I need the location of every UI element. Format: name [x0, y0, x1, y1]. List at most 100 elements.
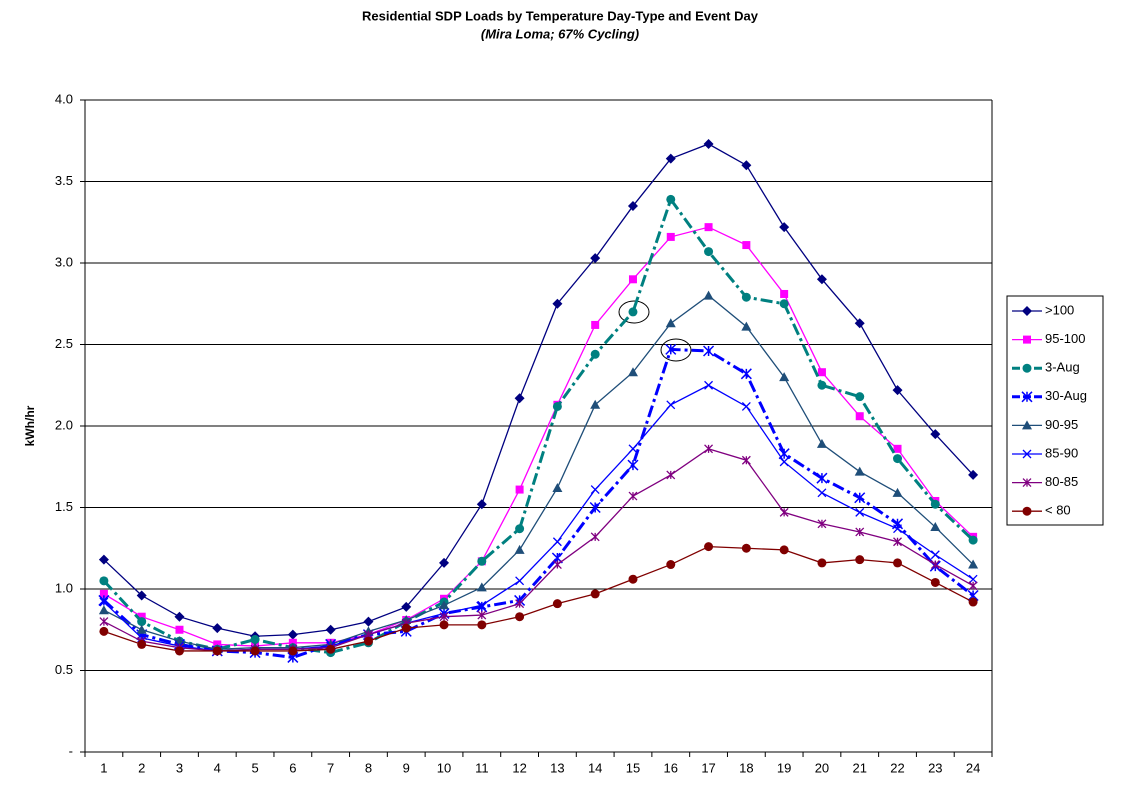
x-tick-label: 1: [100, 760, 107, 775]
data-point: [515, 612, 525, 622]
data-point: [628, 444, 638, 454]
data-point: [741, 401, 751, 411]
x-tick-label: 15: [626, 760, 640, 775]
data-point: [175, 625, 184, 634]
x-tick-label: 4: [214, 760, 221, 775]
data-point: [325, 624, 336, 635]
highlight-ellipse: [660, 338, 692, 362]
data-point: [930, 550, 940, 560]
data-point: [477, 610, 487, 620]
legend-marker: [1021, 391, 1033, 403]
data-point: [893, 558, 903, 568]
data-point: [854, 492, 866, 504]
data-point: [250, 635, 260, 645]
data-point: [590, 485, 600, 495]
data-point: [477, 556, 487, 566]
highlight-ellipse: [618, 300, 650, 324]
data-point: [968, 581, 978, 591]
data-point: [779, 545, 789, 555]
data-point: [552, 401, 562, 411]
data-point: [590, 532, 600, 542]
data-point: [476, 499, 487, 510]
series-line: [103, 226, 974, 647]
data-point: [515, 576, 525, 586]
data-point: [665, 318, 676, 328]
data-point: [855, 392, 865, 402]
data-point: [817, 380, 827, 390]
y-axis-label: kWh/hr: [23, 405, 37, 446]
data-point: [741, 543, 751, 553]
data-point: [99, 617, 109, 627]
y-tick-label: 1.0: [55, 580, 73, 595]
data-point: [742, 241, 751, 250]
legend-marker: [1022, 449, 1032, 459]
data-point: [892, 385, 903, 396]
data-point: [363, 616, 374, 627]
data-point: [589, 501, 601, 514]
legend-box: [1006, 295, 1104, 526]
data-point: [401, 601, 412, 612]
data-point: [212, 623, 223, 634]
data-point: [477, 620, 487, 630]
data-point: [816, 274, 827, 285]
data-point: [552, 298, 563, 309]
data-point: [666, 232, 675, 241]
data-point: [968, 574, 978, 584]
legend-label: 95-100: [1045, 331, 1085, 346]
x-tick-label: 11: [475, 760, 489, 775]
data-point: [98, 594, 110, 606]
data-point: [137, 617, 147, 627]
x-tick-label: 12: [512, 760, 526, 775]
data-point: [930, 577, 940, 587]
x-tick-label: 20: [815, 760, 829, 775]
data-point: [590, 399, 601, 409]
data-point: [515, 485, 524, 494]
data-point: [136, 590, 147, 601]
y-tick-label: 3.0: [55, 254, 73, 269]
data-point: [817, 558, 827, 568]
data-point: [704, 247, 714, 257]
x-tick-label: 8: [365, 760, 372, 775]
data-point: [439, 557, 450, 568]
chart-subtitle: (Mira Loma; 67% Cycling): [481, 26, 639, 41]
data-point: [968, 597, 978, 607]
data-point: [99, 597, 109, 607]
data-point: [854, 466, 865, 476]
data-point: [552, 482, 563, 492]
data-point: [703, 139, 714, 150]
data-point: [930, 522, 941, 532]
x-tick-label: 3: [176, 760, 183, 775]
data-point: [968, 469, 979, 480]
data-point: [893, 444, 902, 453]
legend-marker: [1022, 306, 1032, 316]
legend-label: 85-90: [1045, 445, 1078, 460]
data-point: [250, 646, 260, 656]
series-line: [103, 294, 974, 650]
x-tick-label: 13: [550, 760, 564, 775]
x-tick-label: 14: [588, 760, 602, 775]
legend-label: < 80: [1045, 503, 1071, 518]
data-point: [817, 368, 826, 377]
data-point: [779, 222, 790, 233]
data-point: [326, 644, 336, 654]
data-point: [893, 454, 903, 464]
x-tick-label: 7: [327, 760, 334, 775]
data-point: [439, 612, 449, 622]
data-point: [439, 600, 450, 610]
data-point: [703, 290, 714, 300]
data-point: [174, 611, 185, 622]
data-point: [476, 582, 487, 592]
x-tick-label: 2: [138, 760, 145, 775]
data-point: [968, 535, 978, 545]
data-point: [515, 524, 525, 534]
data-point: [590, 349, 600, 359]
data-point: [855, 555, 865, 565]
data-point: [627, 459, 639, 471]
data-point: [98, 605, 109, 615]
data-point: [99, 626, 109, 636]
data-point: [628, 275, 637, 284]
data-point: [666, 470, 676, 480]
x-tick-label: 23: [928, 760, 942, 775]
data-point: [288, 646, 298, 656]
data-point: [363, 636, 373, 646]
